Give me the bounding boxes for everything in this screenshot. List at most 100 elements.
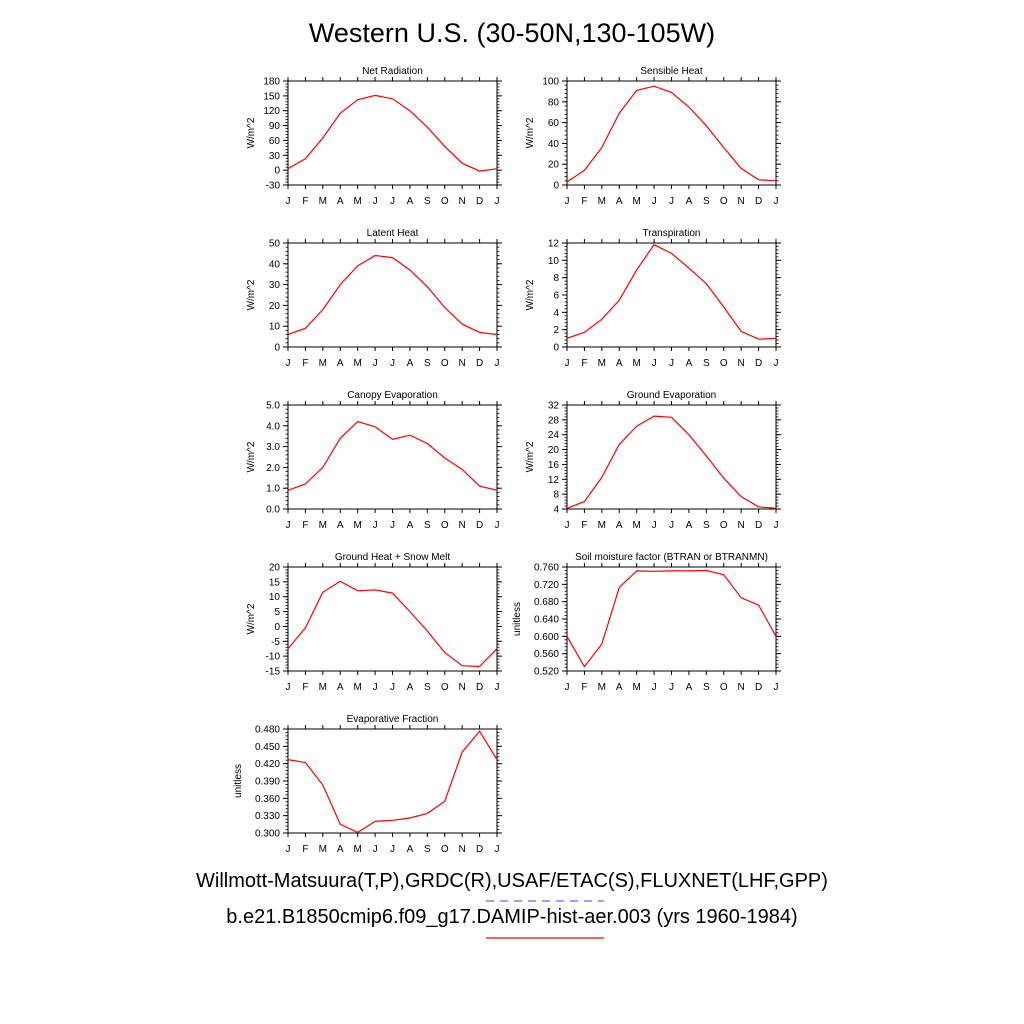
x-tick-label: F	[581, 196, 587, 207]
x-tick-label: M	[353, 682, 361, 693]
x-tick-label: J	[774, 520, 779, 531]
legend-model-swatch	[486, 937, 604, 939]
x-tick-label: S	[424, 682, 431, 693]
x-tick-label: M	[319, 844, 327, 855]
y-tick-label: 4	[553, 308, 559, 319]
x-tick-label: A	[616, 358, 623, 369]
x-tick-label: M	[319, 520, 327, 531]
y-axis-label: W/m^2	[246, 117, 257, 148]
x-tick-label: N	[738, 358, 745, 369]
x-tick-label: D	[476, 682, 483, 693]
x-tick-label: J	[495, 358, 500, 369]
x-tick-label: N	[738, 196, 745, 207]
y-axis-label: W/m^2	[525, 279, 536, 310]
x-tick-label: J	[390, 682, 395, 693]
series-line	[566, 415, 777, 509]
x-tick-label: N	[459, 844, 466, 855]
y-tick-label: 12	[548, 475, 560, 486]
x-tick-label: J	[565, 682, 570, 693]
x-tick-label: S	[703, 196, 710, 207]
panel-title: Ground Evaporation	[627, 390, 717, 401]
y-tick-label: 0	[553, 181, 559, 192]
y-tick-label: 0.720	[534, 580, 559, 591]
y-tick-label: 10	[269, 322, 281, 333]
y-tick-label: -30	[266, 181, 281, 192]
x-tick-label: N	[738, 682, 745, 693]
legend-observations: Willmott-Matsuura(T,P),GRDC(R),USAF/ETAC…	[196, 870, 828, 892]
x-tick-label: M	[319, 196, 327, 207]
x-tick-label: A	[407, 196, 414, 207]
panel-title: Net Radiation	[362, 66, 423, 77]
x-tick-label: A	[686, 520, 693, 531]
x-tick-label: M	[598, 196, 606, 207]
legend-observations-swatch	[486, 900, 604, 902]
x-tick-label: O	[441, 196, 449, 207]
x-tick-label: O	[441, 844, 449, 855]
y-tick-label: 2.0	[266, 463, 280, 474]
plot-frame	[566, 242, 777, 348]
x-tick-label: M	[598, 358, 606, 369]
x-tick-label: N	[459, 358, 466, 369]
plot-frame	[287, 566, 498, 672]
x-tick-label: A	[407, 520, 414, 531]
panel-title: Ground Heat + Snow Melt	[335, 552, 451, 563]
x-tick-label: J	[495, 520, 500, 531]
x-tick-label: S	[424, 358, 431, 369]
y-axis-label: unitless	[512, 602, 523, 636]
x-tick-label: M	[598, 520, 606, 531]
plot-frame	[287, 404, 498, 510]
x-tick-label: J	[669, 520, 674, 531]
y-axis-label: W/m^2	[246, 603, 257, 634]
x-tick-label: M	[319, 682, 327, 693]
x-tick-label: A	[337, 682, 344, 693]
x-tick-label: F	[302, 844, 308, 855]
x-tick-label: A	[337, 844, 344, 855]
y-axis-label: W/m^2	[525, 441, 536, 472]
x-tick-label: D	[476, 844, 483, 855]
x-tick-label: J	[286, 196, 291, 207]
y-tick-label: 40	[269, 259, 281, 270]
series-line	[566, 243, 777, 340]
x-tick-label: A	[616, 196, 623, 207]
y-axis-label: W/m^2	[246, 441, 257, 472]
x-tick-label: A	[407, 682, 414, 693]
x-tick-label: J	[390, 196, 395, 207]
x-tick-label: J	[373, 358, 378, 369]
x-tick-label: J	[390, 844, 395, 855]
y-tick-label: 8	[553, 273, 559, 284]
x-tick-label: J	[652, 682, 657, 693]
x-tick-label: F	[581, 358, 587, 369]
y-tick-label: 40	[548, 139, 560, 150]
x-tick-label: J	[373, 196, 378, 207]
x-tick-label: J	[286, 682, 291, 693]
y-tick-label: 3.0	[266, 442, 280, 453]
x-tick-label: A	[686, 358, 693, 369]
y-tick-label: 50	[269, 239, 281, 250]
y-tick-label: 6	[553, 291, 559, 302]
x-tick-label: A	[337, 520, 344, 531]
y-tick-label: 0.360	[255, 794, 280, 805]
x-tick-label: A	[407, 844, 414, 855]
x-tick-label: S	[424, 196, 431, 207]
y-tick-label: 150	[263, 91, 280, 102]
y-tick-label: 28	[548, 415, 560, 426]
panel-title: Canopy Evaporation	[347, 390, 438, 401]
x-tick-label: F	[302, 682, 308, 693]
y-tick-label: 20	[548, 445, 560, 456]
x-tick-label: M	[632, 196, 640, 207]
x-tick-label: J	[565, 196, 570, 207]
x-tick-label: J	[373, 520, 378, 531]
x-tick-label: O	[441, 520, 449, 531]
x-tick-label: M	[353, 196, 361, 207]
x-tick-label: O	[441, 682, 449, 693]
x-tick-label: J	[774, 358, 779, 369]
x-tick-label: M	[319, 358, 327, 369]
y-tick-label: -5	[271, 637, 280, 648]
y-tick-label: 10	[548, 256, 560, 267]
x-tick-label: J	[390, 358, 395, 369]
y-tick-label: 0	[274, 622, 280, 633]
